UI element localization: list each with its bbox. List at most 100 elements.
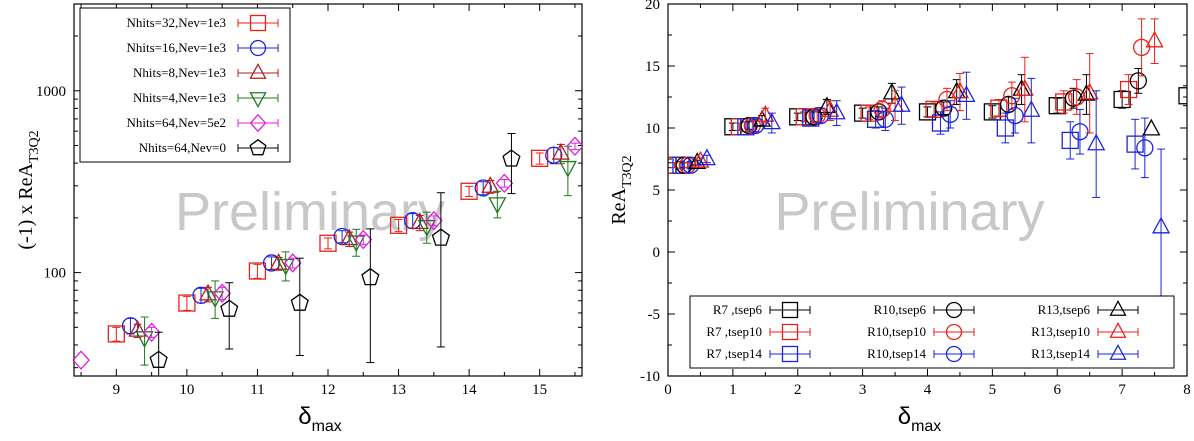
data-point — [756, 105, 775, 124]
legend-sample — [1097, 322, 1139, 338]
data-point — [347, 228, 366, 257]
legend-item: R13,tsep14 — [1031, 344, 1139, 361]
data-point — [1151, 148, 1171, 306]
series-4 — [74, 136, 582, 370]
data-point — [142, 322, 161, 342]
data-point — [178, 294, 196, 312]
marker — [248, 262, 267, 280]
data-point — [1071, 108, 1089, 155]
marker — [827, 102, 846, 120]
marker — [925, 100, 943, 119]
series-1 — [668, 74, 1138, 174]
marker — [1068, 88, 1086, 106]
marker — [873, 100, 891, 119]
marker — [1136, 139, 1154, 157]
legend-label: Nhits=4,Nev=1e3 — [133, 90, 226, 105]
data-point — [340, 228, 359, 248]
legend-sample — [237, 63, 279, 79]
legend-marker — [249, 39, 267, 57]
marker — [213, 283, 232, 304]
data-layer — [668, 18, 1187, 306]
data-point — [941, 100, 959, 129]
legend-sample — [237, 39, 279, 57]
marker — [361, 267, 380, 286]
x-tick-label: 15 — [532, 382, 547, 398]
marker — [1055, 93, 1073, 111]
data-point — [283, 253, 302, 273]
legend-marker — [1109, 300, 1127, 316]
legend-item: R7 ,tsep6 — [713, 301, 811, 319]
right-chart: Preliminary 0 1 2 3 4 5 6 7 8 -10 -5 0 5 10 15 20 δmax ReA… — [608, 0, 1191, 435]
data-point — [1087, 90, 1106, 198]
legend-label: R13,tsep14 — [1031, 346, 1090, 361]
data-point — [354, 229, 373, 250]
data-point — [361, 228, 380, 364]
x-tick-label: 13 — [391, 382, 406, 398]
legend-label: Nhits=16,Nev=1e3 — [126, 40, 226, 55]
marker — [1142, 118, 1161, 136]
data-point — [876, 107, 894, 131]
x-tick-label: 11 — [250, 382, 264, 398]
marker — [481, 176, 500, 193]
legend-label: R13,tsep10 — [1031, 324, 1090, 339]
x-tick-label: 6 — [1054, 382, 1062, 398]
marker — [1129, 72, 1147, 90]
data-point — [1136, 117, 1154, 179]
legend-label: R7 ,tsep6 — [713, 302, 763, 317]
data-point — [276, 251, 295, 282]
marker — [551, 142, 570, 160]
data-point — [935, 99, 953, 117]
data-point — [1068, 79, 1086, 115]
legend-label: Nhits=64,Nev=0 — [139, 140, 226, 155]
legend-marker — [945, 323, 963, 341]
y-tick-label: 100 — [44, 266, 67, 282]
marker — [142, 322, 161, 342]
data-point — [269, 253, 288, 271]
data-point — [1178, 85, 1187, 107]
data-point — [885, 90, 905, 122]
data-point — [1061, 121, 1079, 160]
marker — [1119, 80, 1138, 99]
marker — [941, 105, 959, 124]
legend-item: R10,tsep14 — [867, 345, 975, 363]
marker — [74, 350, 90, 370]
marker — [957, 85, 976, 103]
data-point — [990, 98, 1008, 118]
marker — [1048, 97, 1066, 115]
legend-label: R7 ,tsep10 — [706, 324, 762, 339]
y-tick-label: 1000 — [36, 84, 66, 100]
marker — [283, 253, 302, 273]
legend-item: R13,tsep10 — [1031, 322, 1139, 339]
x-tick-label: 12 — [321, 382, 336, 398]
x-tick-label: 3 — [859, 382, 867, 398]
legend-marker — [249, 63, 267, 79]
y-tick-label: 5 — [653, 183, 661, 199]
data-point — [460, 182, 478, 200]
legend-item: R7 ,tsep10 — [706, 323, 811, 341]
data-point — [697, 148, 717, 166]
legend: R7 ,tsep6 R7 ,tsep10 R7 ,tsep14 R10,tsep6 R1… — [689, 295, 1175, 369]
data-point — [495, 173, 514, 194]
legend-sample — [237, 92, 279, 108]
marker — [1145, 30, 1164, 48]
series-5 — [682, 97, 1154, 179]
data-point — [860, 104, 878, 122]
data-point — [502, 133, 521, 195]
marker — [996, 119, 1014, 137]
marker — [882, 82, 901, 100]
legend-label: R10,tsep14 — [867, 346, 926, 361]
marker — [892, 95, 911, 112]
data-point — [558, 145, 577, 197]
marker — [128, 319, 147, 337]
y-axis-title: (-1) x ReAT3Q2 — [15, 130, 42, 249]
marker — [220, 299, 239, 317]
marker — [756, 105, 775, 122]
marker — [1061, 131, 1079, 150]
data-point — [319, 234, 337, 252]
series-2 — [128, 142, 570, 338]
data-point — [74, 350, 90, 370]
data-point — [882, 82, 901, 104]
series-8 — [697, 71, 1171, 306]
legend-sample — [933, 301, 975, 319]
y-axis-title-main: (-1) x ReA — [15, 162, 37, 249]
